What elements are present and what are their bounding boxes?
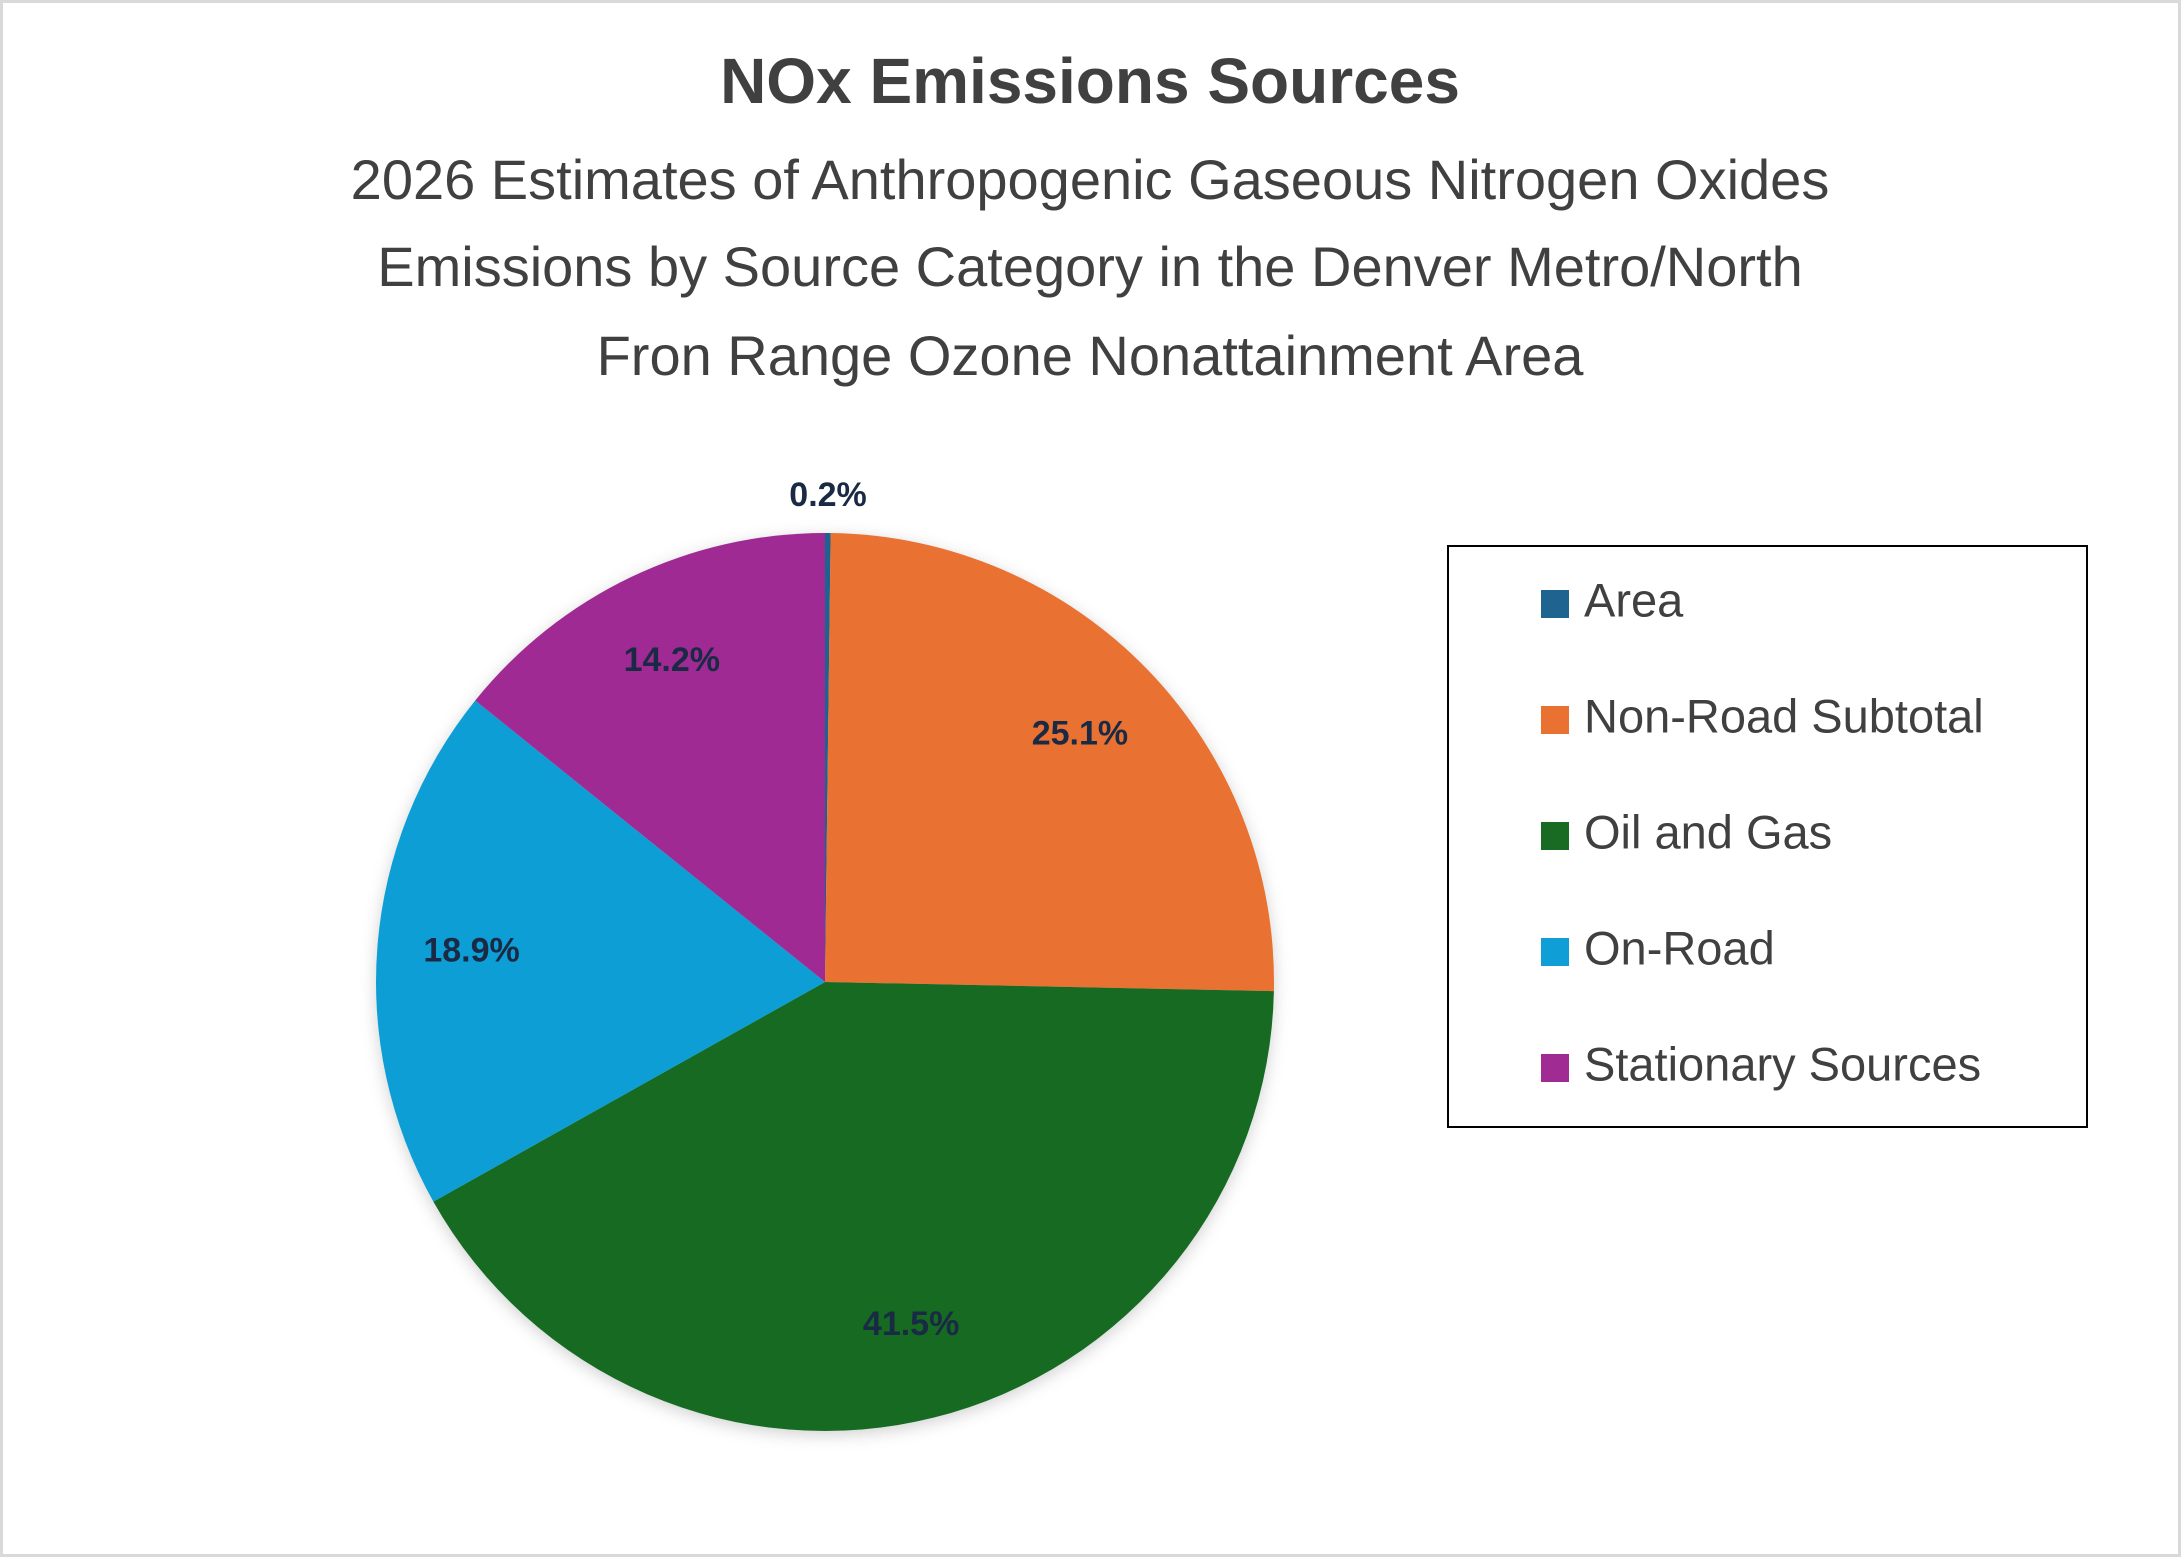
pie-slice (825, 533, 831, 982)
pie (376, 533, 1275, 1432)
legend-swatch (1541, 1054, 1569, 1082)
legend-label: On-Road (1584, 921, 1775, 974)
data-labels: 0.2% 25.1% 41.5% 18.9% 14.2% (423, 476, 1128, 1343)
chart-subtitle: Emissions by Source Category in the Denv… (377, 235, 1802, 298)
legend-swatch (1541, 706, 1569, 734)
chart-subtitle: 2026 Estimates of Anthropogenic Gaseous … (351, 148, 1830, 211)
chart-title: NOx Emissions Sources (720, 45, 1460, 117)
legend-swatch (1541, 590, 1569, 618)
data-label: 0.2% (789, 476, 867, 514)
pie-slice (825, 533, 1275, 992)
legend-label: Non-Road Subtotal (1584, 689, 1984, 742)
legend-label: Area (1584, 573, 1684, 626)
legend-label: Stationary Sources (1584, 1037, 1981, 1090)
pie-slice (433, 982, 1274, 1432)
pie-slice (475, 533, 825, 982)
legend-swatch (1541, 822, 1569, 850)
legend-label: Oil and Gas (1584, 805, 1832, 858)
pie-slice (376, 700, 825, 1202)
data-label: 18.9% (423, 931, 519, 969)
legend-swatch (1541, 938, 1569, 966)
data-label: 14.2% (624, 641, 720, 679)
data-label: 25.1% (1032, 714, 1128, 752)
chart-subtitle: Fron Range Ozone Nonattainment Area (597, 324, 1585, 387)
legend: Area Non-Road Subtotal Oil and Gas On-Road S… (1541, 573, 1984, 1090)
data-label: 41.5% (863, 1305, 959, 1343)
